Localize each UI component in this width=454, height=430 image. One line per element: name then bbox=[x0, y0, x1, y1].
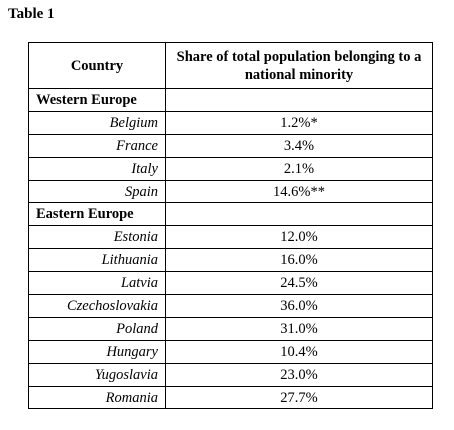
country-cell: Yugoslavia bbox=[28, 362, 166, 387]
country-cell: Czechoslovakia bbox=[28, 294, 166, 318]
country-cell: Lithuania bbox=[28, 248, 166, 273]
country-cell: Romania bbox=[28, 385, 166, 410]
group-label: Western Europe bbox=[28, 88, 166, 112]
table-row: Italy 2.1% bbox=[28, 156, 433, 181]
group-label: Eastern Europe bbox=[28, 202, 166, 227]
table-title: Table 1 bbox=[8, 6, 55, 22]
country-cell: Spain bbox=[28, 179, 166, 204]
table-row: Spain 14.6%** bbox=[28, 179, 433, 204]
value-cell: 24.5% bbox=[165, 271, 433, 296]
value-cell: 2.1% bbox=[165, 156, 433, 181]
value-cell: 36.0% bbox=[165, 294, 433, 318]
header-cell: Share of total population belonging to a… bbox=[165, 42, 433, 89]
table-row: Lithuania 16.0% bbox=[28, 248, 433, 273]
country-cell: Latvia bbox=[28, 271, 166, 296]
empty-cell bbox=[165, 88, 433, 112]
table-row: Latvia 24.5% bbox=[28, 271, 433, 296]
value-cell: 14.6%** bbox=[165, 179, 433, 204]
table-body: Western Europe Belgium 1.2%* France 3.4% Ital… bbox=[28, 88, 433, 410]
country-cell: Italy bbox=[28, 156, 166, 181]
table-row: Eastern Europe bbox=[28, 202, 433, 227]
value-cell: 10.4% bbox=[165, 339, 433, 364]
country-cell: Poland bbox=[28, 316, 166, 341]
value-cell: 23.0% bbox=[165, 362, 433, 387]
country-cell: Belgium bbox=[28, 110, 166, 135]
value-cell: 16.0% bbox=[165, 248, 433, 273]
table-row: Poland 31.0% bbox=[28, 316, 433, 341]
table-row: Western Europe bbox=[28, 88, 433, 112]
country-cell: Estonia bbox=[28, 225, 166, 250]
value-cell: 12.0% bbox=[165, 225, 433, 250]
table-row: Estonia 12.0% bbox=[28, 225, 433, 250]
data-table: Country Share of total population belong… bbox=[28, 42, 433, 410]
header-row: Country Share of total population belong… bbox=[28, 42, 433, 89]
header-cell: Country bbox=[28, 42, 166, 89]
table-row: Romania 27.7% bbox=[28, 385, 433, 410]
table-row: Hungary 10.4% bbox=[28, 339, 433, 364]
table-row: Belgium 1.2%* bbox=[28, 110, 433, 135]
table-head: Country Share of total population belong… bbox=[28, 42, 433, 89]
value-cell: 31.0% bbox=[165, 316, 433, 341]
value-cell: 1.2%* bbox=[165, 110, 433, 135]
value-cell: 27.7% bbox=[165, 385, 433, 410]
empty-cell bbox=[165, 202, 433, 227]
value-cell: 3.4% bbox=[165, 133, 433, 158]
country-cell: Hungary bbox=[28, 339, 166, 364]
country-cell: France bbox=[28, 133, 166, 158]
table-row: Yugoslavia 23.0% bbox=[28, 362, 433, 387]
table-row: France 3.4% bbox=[28, 133, 433, 158]
table-row: Czechoslovakia 36.0% bbox=[28, 294, 433, 318]
